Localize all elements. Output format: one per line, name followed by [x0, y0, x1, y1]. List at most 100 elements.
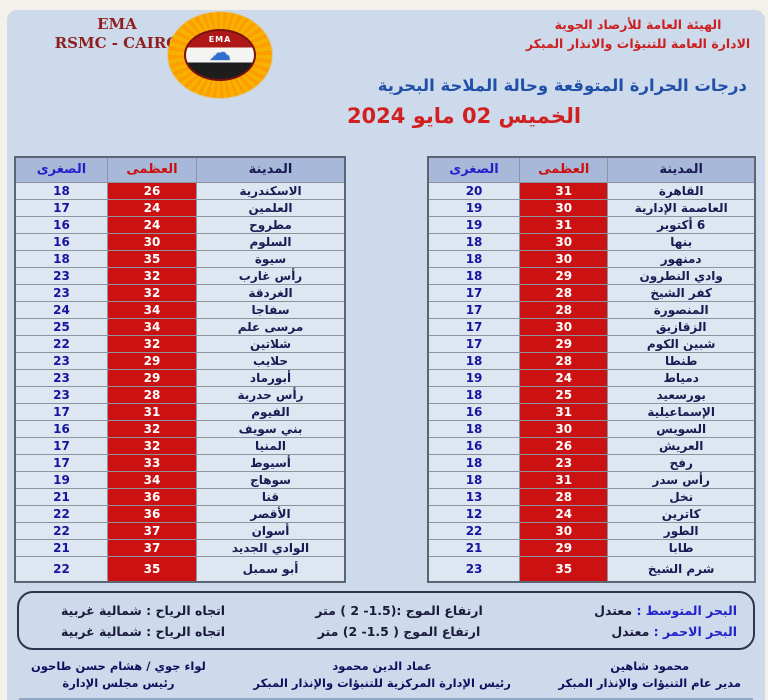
max-temp-cell: 32 — [106, 436, 198, 455]
table-row: أبورماد 29 23 — [14, 368, 346, 387]
table-row: كاترين 24 12 — [427, 504, 756, 523]
min-temp-cell: 16 — [14, 215, 108, 234]
max-temp-cell: 31 — [519, 402, 609, 421]
city-cell: حلايب — [196, 351, 346, 370]
city-cell: العاصمة الإدارية — [607, 198, 756, 217]
city-cell: أبو سمبل — [196, 555, 346, 583]
min-temp-cell: 23 — [14, 385, 108, 404]
min-temp-cell: 22 — [14, 334, 108, 353]
table-row: دمياط 24 19 — [427, 368, 756, 387]
city-cell: الفيوم — [196, 402, 346, 421]
min-temp-cell: 19 — [14, 470, 108, 489]
min-temp-cell: 17 — [427, 300, 521, 319]
table-row: الأقصر 36 22 — [14, 504, 346, 523]
table-row: شرم الشيخ 35 23 — [427, 555, 756, 583]
table-row: قنا 36 21 — [14, 487, 346, 506]
table-row: شبين الكوم 29 17 — [427, 334, 756, 353]
table-row: أبو سمبل 35 22 — [14, 555, 346, 583]
org-ar-line1: الهيئة العامة للأرصاد الجوية — [554, 17, 722, 32]
signature-title: رئيس مجلس الإدارة — [62, 676, 175, 691]
min-column-header: الصغرى — [14, 156, 108, 183]
sea-state: البحر الاحمر : معتدل — [512, 624, 737, 639]
signature-title: رئيس الإدارة المركزية للتنبؤات والإنذار … — [253, 676, 511, 691]
table-row: نخل 28 13 — [427, 487, 756, 506]
header: EMA RSMC - CAIRO EMA ☁ الهيئة العامة للأ… — [7, 10, 765, 156]
city-cell: دمنهور — [607, 249, 756, 268]
min-temp-cell: 16 — [427, 402, 521, 421]
city-cell: القاهرة — [607, 181, 756, 200]
table-row: الزقازيق 30 17 — [427, 317, 756, 336]
max-temp-cell: 30 — [106, 232, 198, 251]
org-en-line2: RSMC - CAIRO — [54, 33, 180, 52]
max-temp-cell: 34 — [106, 300, 198, 319]
min-temp-cell: 18 — [427, 232, 521, 251]
max-temp-cell: 28 — [519, 283, 609, 302]
city-cell: سيوة — [196, 249, 346, 268]
city-cell: بني سويف — [196, 419, 346, 438]
table-row: الوادي الجديد 37 21 — [14, 538, 346, 557]
max-temp-cell: 33 — [106, 453, 198, 472]
city-cell: أبورماد — [196, 368, 346, 387]
city-cell: طابا — [607, 538, 756, 557]
table-row: رأس غارب 32 23 — [14, 266, 346, 285]
city-cell: العلمين — [196, 198, 346, 217]
city-column-header: المدينة — [196, 156, 346, 183]
city-cell: وادي النطرون — [607, 266, 756, 285]
temperature-tables: المدينة العظمى الصغرى الاسكندرية 26 18 ا… — [7, 156, 765, 583]
table-row: 6 أكتوبر 31 19 — [427, 215, 756, 234]
max-temp-cell: 36 — [106, 487, 198, 506]
city-cell: الأقصر — [196, 504, 346, 523]
table-row: الطور 30 22 — [427, 521, 756, 540]
min-temp-cell: 16 — [427, 436, 521, 455]
min-temp-cell: 13 — [427, 487, 521, 506]
city-cell: كفر الشيخ — [607, 283, 756, 302]
min-temp-cell: 20 — [427, 181, 521, 200]
table-row: حلايب 29 23 — [14, 351, 346, 370]
table-row: سوهاج 34 19 — [14, 470, 346, 489]
city-cell: الزقازيق — [607, 317, 756, 336]
city-cell: السويس — [607, 419, 756, 438]
min-temp-cell: 12 — [427, 504, 521, 523]
table-row: العريش 26 16 — [427, 436, 756, 455]
table-row: أسيوط 33 17 — [14, 453, 346, 472]
table-row: الاسكندرية 26 18 — [14, 181, 346, 200]
wave-height-text: ارتفاع الموج :(1.5- 2 ) متر — [315, 603, 483, 618]
max-temp-cell: 34 — [106, 317, 198, 336]
min-temp-cell: 18 — [427, 470, 521, 489]
table-row: السويس 30 18 — [427, 419, 756, 438]
wind-direction-text: اتجاه الرياح : شمالية غربية — [61, 603, 226, 618]
signature-title: مدير عام التنبؤات والإنذار المبكر — [558, 676, 741, 691]
max-temp-cell: 28 — [519, 300, 609, 319]
sea-state-value: معتدل — [594, 603, 633, 618]
city-cell: أسوان — [196, 521, 346, 540]
signature-name: محمود شاهين — [610, 659, 690, 673]
max-temp-cell: 31 — [519, 215, 609, 234]
min-column-header: الصغرى — [427, 156, 521, 183]
max-temp-cell: 24 — [106, 198, 198, 217]
city-cell: شبين الكوم — [607, 334, 756, 353]
city-cell: رأس حدربة — [196, 385, 346, 404]
max-temp-cell: 36 — [106, 504, 198, 523]
city-cell: طنطا — [607, 351, 756, 370]
table-row: وادي النطرون 29 18 — [427, 266, 756, 285]
min-temp-cell: 23 — [14, 351, 108, 370]
right-temperature-table: المدينة العظمى الصغرى القاهرة 31 20 العا… — [427, 156, 756, 583]
sea-state-value: معتدل — [611, 624, 650, 639]
max-temp-cell: 30 — [519, 198, 609, 217]
table-row: الفيوم 31 17 — [14, 402, 346, 421]
max-temp-cell: 32 — [106, 334, 198, 353]
max-temp-cell: 35 — [519, 555, 609, 583]
max-column-header: العظمى — [106, 156, 198, 183]
max-temp-cell: 26 — [106, 181, 198, 200]
left-temperature-table: المدينة العظمى الصغرى الاسكندرية 26 18 ا… — [14, 156, 346, 583]
max-temp-cell: 37 — [106, 538, 198, 557]
bulletin-date: الخميس 02 مايو 2024 — [346, 104, 582, 128]
city-cell: مرسى علم — [196, 317, 346, 336]
table-row: بنها 30 18 — [427, 232, 756, 251]
city-cell: 6 أكتوبر — [607, 215, 756, 234]
signature-block: لواء جوي / هشام حسن طاحون رئيس مجلس الإد… — [31, 658, 206, 693]
max-temp-cell: 24 — [519, 504, 609, 523]
min-temp-cell: 24 — [14, 300, 108, 319]
min-temp-cell: 19 — [427, 198, 521, 217]
min-temp-cell: 18 — [427, 249, 521, 268]
